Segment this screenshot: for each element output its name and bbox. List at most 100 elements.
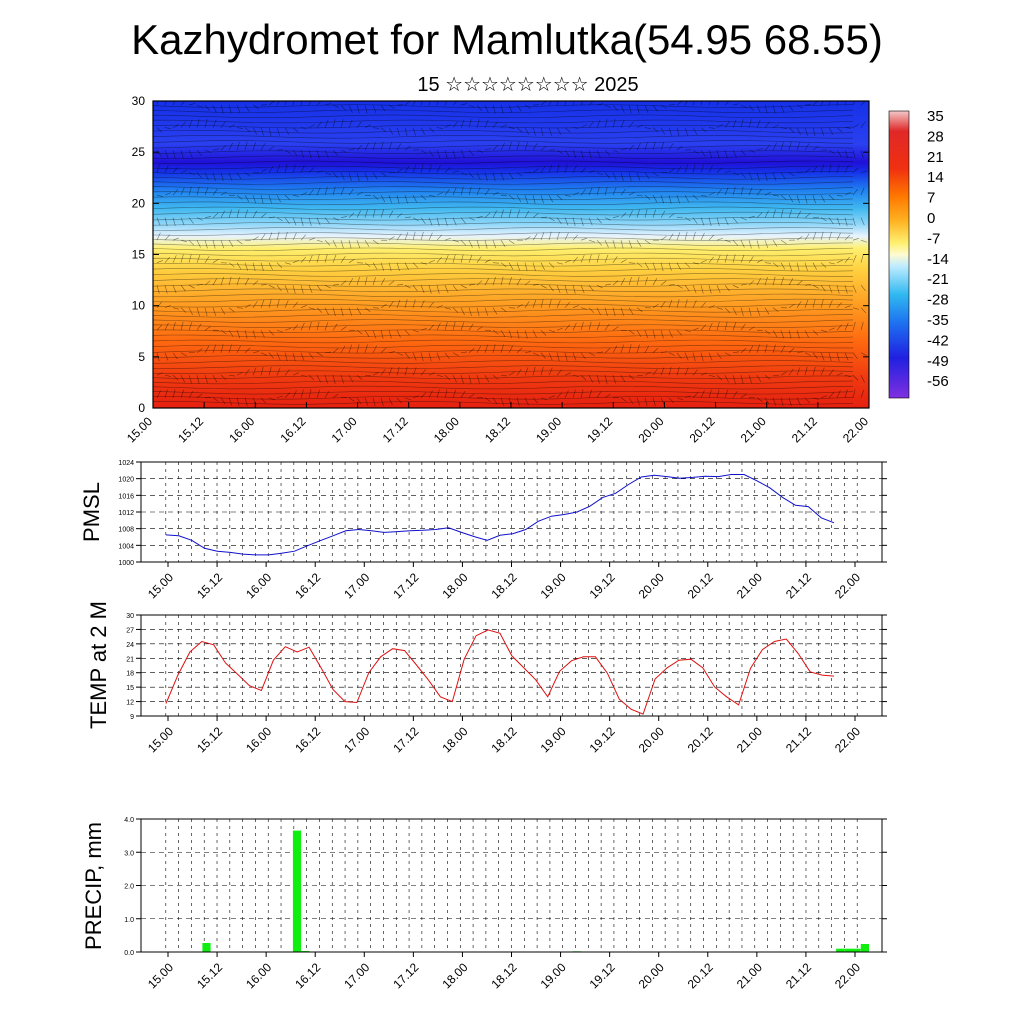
wind-barb xyxy=(316,217,321,226)
wind-barb xyxy=(460,172,467,176)
wind-barb xyxy=(780,345,786,353)
wind-barb xyxy=(404,330,411,336)
wind-barb xyxy=(620,148,627,151)
colorbar-label: -14 xyxy=(927,251,949,268)
wind-barb xyxy=(860,170,867,173)
wind-barb xyxy=(332,323,338,331)
wind-barb xyxy=(260,127,264,136)
wind-barb xyxy=(420,164,424,173)
x-tick-label: 21.00 xyxy=(734,570,765,601)
wind-barb xyxy=(804,397,811,404)
wind-barb xyxy=(292,217,297,226)
wind-barb xyxy=(180,307,187,313)
wind-barb xyxy=(396,352,403,356)
wind-barb xyxy=(684,101,688,106)
wind-barb xyxy=(236,172,242,180)
wind-barb xyxy=(380,104,386,112)
wind-barb xyxy=(588,187,593,196)
wind-barb xyxy=(596,172,603,176)
wind-barb xyxy=(652,347,659,353)
wind-barb xyxy=(516,104,522,112)
wind-barb xyxy=(412,101,416,106)
wind-barb xyxy=(612,104,618,111)
wind-barb xyxy=(220,397,226,405)
wind-barb xyxy=(812,165,818,173)
wind-barb xyxy=(492,105,496,114)
contour-line xyxy=(153,263,854,267)
wind-barb xyxy=(812,330,819,336)
wind-barb xyxy=(644,194,651,200)
wind-barb xyxy=(628,105,632,114)
wind-barb xyxy=(308,189,314,196)
wind-barb xyxy=(644,127,652,130)
wind-barb xyxy=(500,276,504,286)
wind-barb xyxy=(836,101,839,106)
wind-barb xyxy=(196,254,201,263)
wind-barb xyxy=(300,374,308,377)
wind-barb xyxy=(580,375,587,381)
wind-barb xyxy=(188,239,195,246)
wind-barb xyxy=(548,352,553,361)
wind-barb xyxy=(668,299,673,308)
x-tick-label: 16.00 xyxy=(243,960,274,991)
wind-barb xyxy=(668,168,675,173)
wind-barb xyxy=(316,101,322,106)
wind-barb xyxy=(596,186,600,196)
wind-barb xyxy=(516,141,520,151)
wind-barb xyxy=(252,104,259,109)
wind-barb xyxy=(604,323,610,331)
wind-barb xyxy=(620,278,626,286)
wind-barb xyxy=(364,330,370,337)
wind-barb xyxy=(740,307,744,317)
colorbar-labels: 35 28 21 14 7 0 -7 -14 -21 -28 -35 -42 -49 -56 xyxy=(927,108,949,390)
wind-barb xyxy=(228,172,233,181)
wind-barb xyxy=(732,186,736,196)
contour-line xyxy=(153,396,854,400)
contour-line xyxy=(153,375,854,379)
wind-barb xyxy=(772,124,779,128)
contour-line xyxy=(153,298,854,303)
contour-line xyxy=(153,211,854,216)
wind-barb xyxy=(676,299,680,308)
wind-barb xyxy=(764,105,768,114)
wind-barb xyxy=(540,330,547,336)
wind-barb xyxy=(268,330,275,336)
contour-line xyxy=(153,109,854,113)
wind-barb xyxy=(684,367,689,376)
wind-barb xyxy=(364,194,372,197)
wind-barb xyxy=(204,345,210,353)
wind-barb xyxy=(572,192,579,196)
y-tick-label: 12 xyxy=(126,700,134,707)
wind-barb xyxy=(748,326,755,331)
wind-barb xyxy=(684,329,691,333)
wind-barb xyxy=(404,216,412,218)
wind-barb xyxy=(436,127,444,129)
x-tick-label: 17.12 xyxy=(390,724,421,755)
wind-barb xyxy=(580,307,587,310)
wind-barb xyxy=(244,127,251,133)
wind-barb xyxy=(412,231,416,241)
wind-barb xyxy=(324,239,331,246)
wind-barb xyxy=(860,389,865,398)
wind-barb xyxy=(388,280,395,286)
contour-line xyxy=(153,390,854,395)
wind-barb xyxy=(340,240,344,249)
wind-barb xyxy=(188,186,192,196)
wind-barb xyxy=(788,209,793,218)
wind-barb xyxy=(540,284,547,289)
wind-barb xyxy=(564,149,570,157)
wind-barb xyxy=(420,285,425,293)
wind-barb xyxy=(732,254,736,263)
wind-barb xyxy=(268,299,272,308)
wind-barb xyxy=(540,232,545,241)
wind-barb xyxy=(156,260,163,263)
wind-barb xyxy=(628,144,635,151)
wind-barb xyxy=(332,172,339,179)
wind-barb xyxy=(300,192,307,196)
wind-barb xyxy=(284,127,290,135)
wind-barb xyxy=(484,119,489,128)
wind-barb xyxy=(532,104,540,106)
wind-barb xyxy=(356,344,360,353)
wind-barb xyxy=(244,330,248,339)
wind-barb xyxy=(716,124,723,128)
